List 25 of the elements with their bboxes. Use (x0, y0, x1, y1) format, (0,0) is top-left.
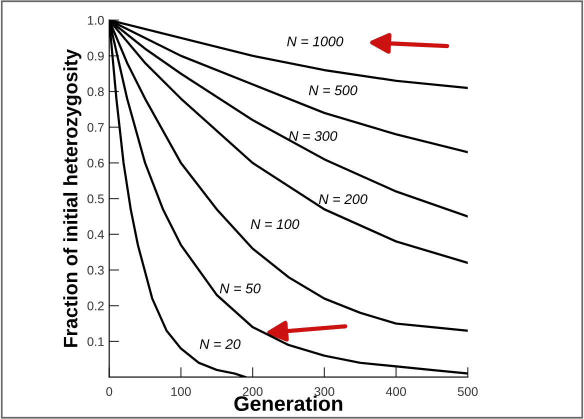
y-tick-label: 1.0 (88, 16, 104, 25)
y-tick-label: 0.5 (87, 194, 104, 204)
y-tick-label: 0.3 (87, 266, 104, 275)
series-label: N = 500 (308, 85, 358, 96)
y-tick-label: 0.4 (87, 230, 104, 239)
y-tick-label: 0.1 (87, 337, 104, 346)
series-label: N = 20 (200, 339, 241, 350)
y-axis-title: Fraction of initial heterozygosity (63, 49, 82, 347)
y-tick-label: 0.8 (87, 87, 104, 96)
y-tick-label: 0.2 (87, 302, 104, 310)
x-tick-label: 0 (106, 387, 112, 396)
series-label: N = 200 (318, 194, 368, 204)
x-tick-label: 100 (171, 387, 191, 396)
series-label: N = 1000 (287, 36, 344, 46)
series-label: N = 100 (250, 219, 300, 230)
y-tick-label: 0.9 (87, 52, 104, 60)
x-tick-label: 500 (458, 387, 478, 396)
x-axis-title: Generation (234, 396, 342, 411)
y-tick-label: 0.7 (87, 123, 104, 132)
y-tick-label: 0.6 (87, 158, 104, 168)
series-label: N = 50 (220, 284, 261, 294)
x-tick-label: 400 (386, 387, 406, 396)
x-tick-label: 300 (314, 387, 334, 396)
series-label: N = 300 (288, 131, 338, 141)
x-tick-label: 200 (242, 387, 263, 396)
